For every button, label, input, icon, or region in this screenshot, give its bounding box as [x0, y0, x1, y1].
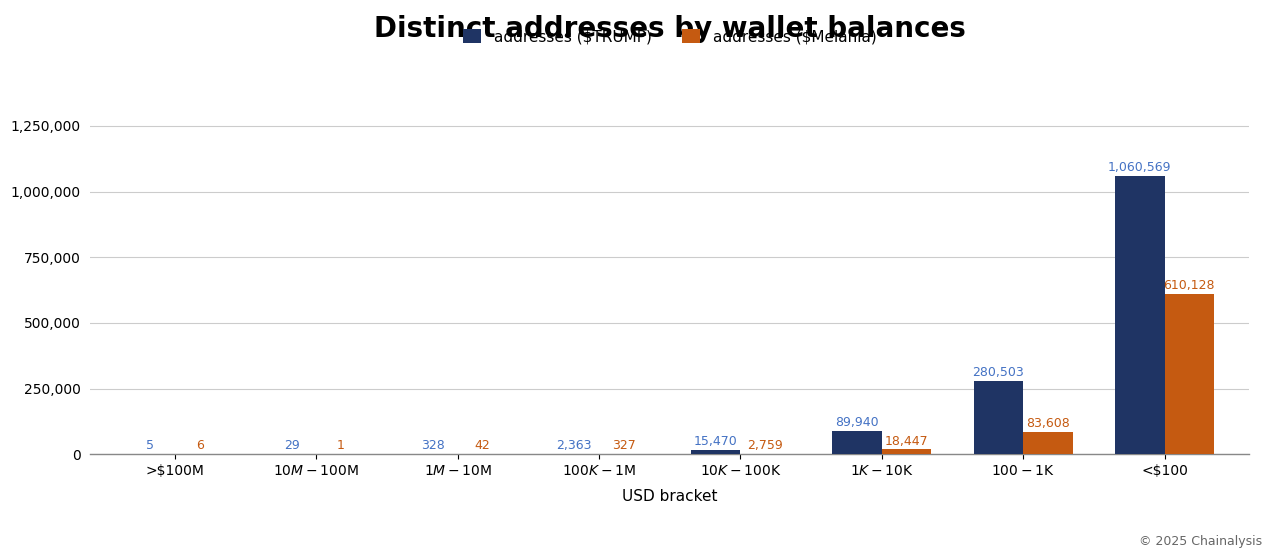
- Text: 15,470: 15,470: [694, 435, 738, 448]
- Text: 1: 1: [337, 439, 345, 453]
- Bar: [1164, 294, 1215, 454]
- Text: 2,363: 2,363: [556, 439, 592, 452]
- Text: 280,503: 280,503: [972, 366, 1024, 379]
- Bar: [1023, 432, 1073, 454]
- Bar: [974, 381, 1023, 454]
- Text: 18,447: 18,447: [885, 434, 929, 448]
- Text: © 2025 Chainalysis: © 2025 Chainalysis: [1139, 536, 1262, 548]
- Text: 6: 6: [196, 439, 204, 453]
- Text: 83,608: 83,608: [1027, 418, 1070, 430]
- Bar: [1115, 176, 1164, 454]
- Text: 610,128: 610,128: [1163, 279, 1215, 292]
- Text: 327: 327: [612, 439, 636, 453]
- Text: 42: 42: [474, 439, 491, 453]
- Bar: [832, 430, 882, 454]
- X-axis label: USD bracket: USD bracket: [622, 489, 717, 504]
- Text: 5: 5: [147, 439, 155, 453]
- Text: 29: 29: [283, 439, 300, 453]
- Text: 1,060,569: 1,060,569: [1108, 161, 1172, 174]
- Bar: [882, 449, 931, 454]
- Text: 2,759: 2,759: [747, 439, 783, 452]
- Bar: [690, 450, 741, 454]
- Title: Distinct addresses by wallet balances: Distinct addresses by wallet balances: [374, 15, 966, 43]
- Text: 328: 328: [421, 439, 444, 453]
- Text: 89,940: 89,940: [835, 416, 878, 429]
- Legend: addresses ($TRUMP), addresses ($Melania): addresses ($TRUMP), addresses ($Melania): [464, 29, 876, 44]
